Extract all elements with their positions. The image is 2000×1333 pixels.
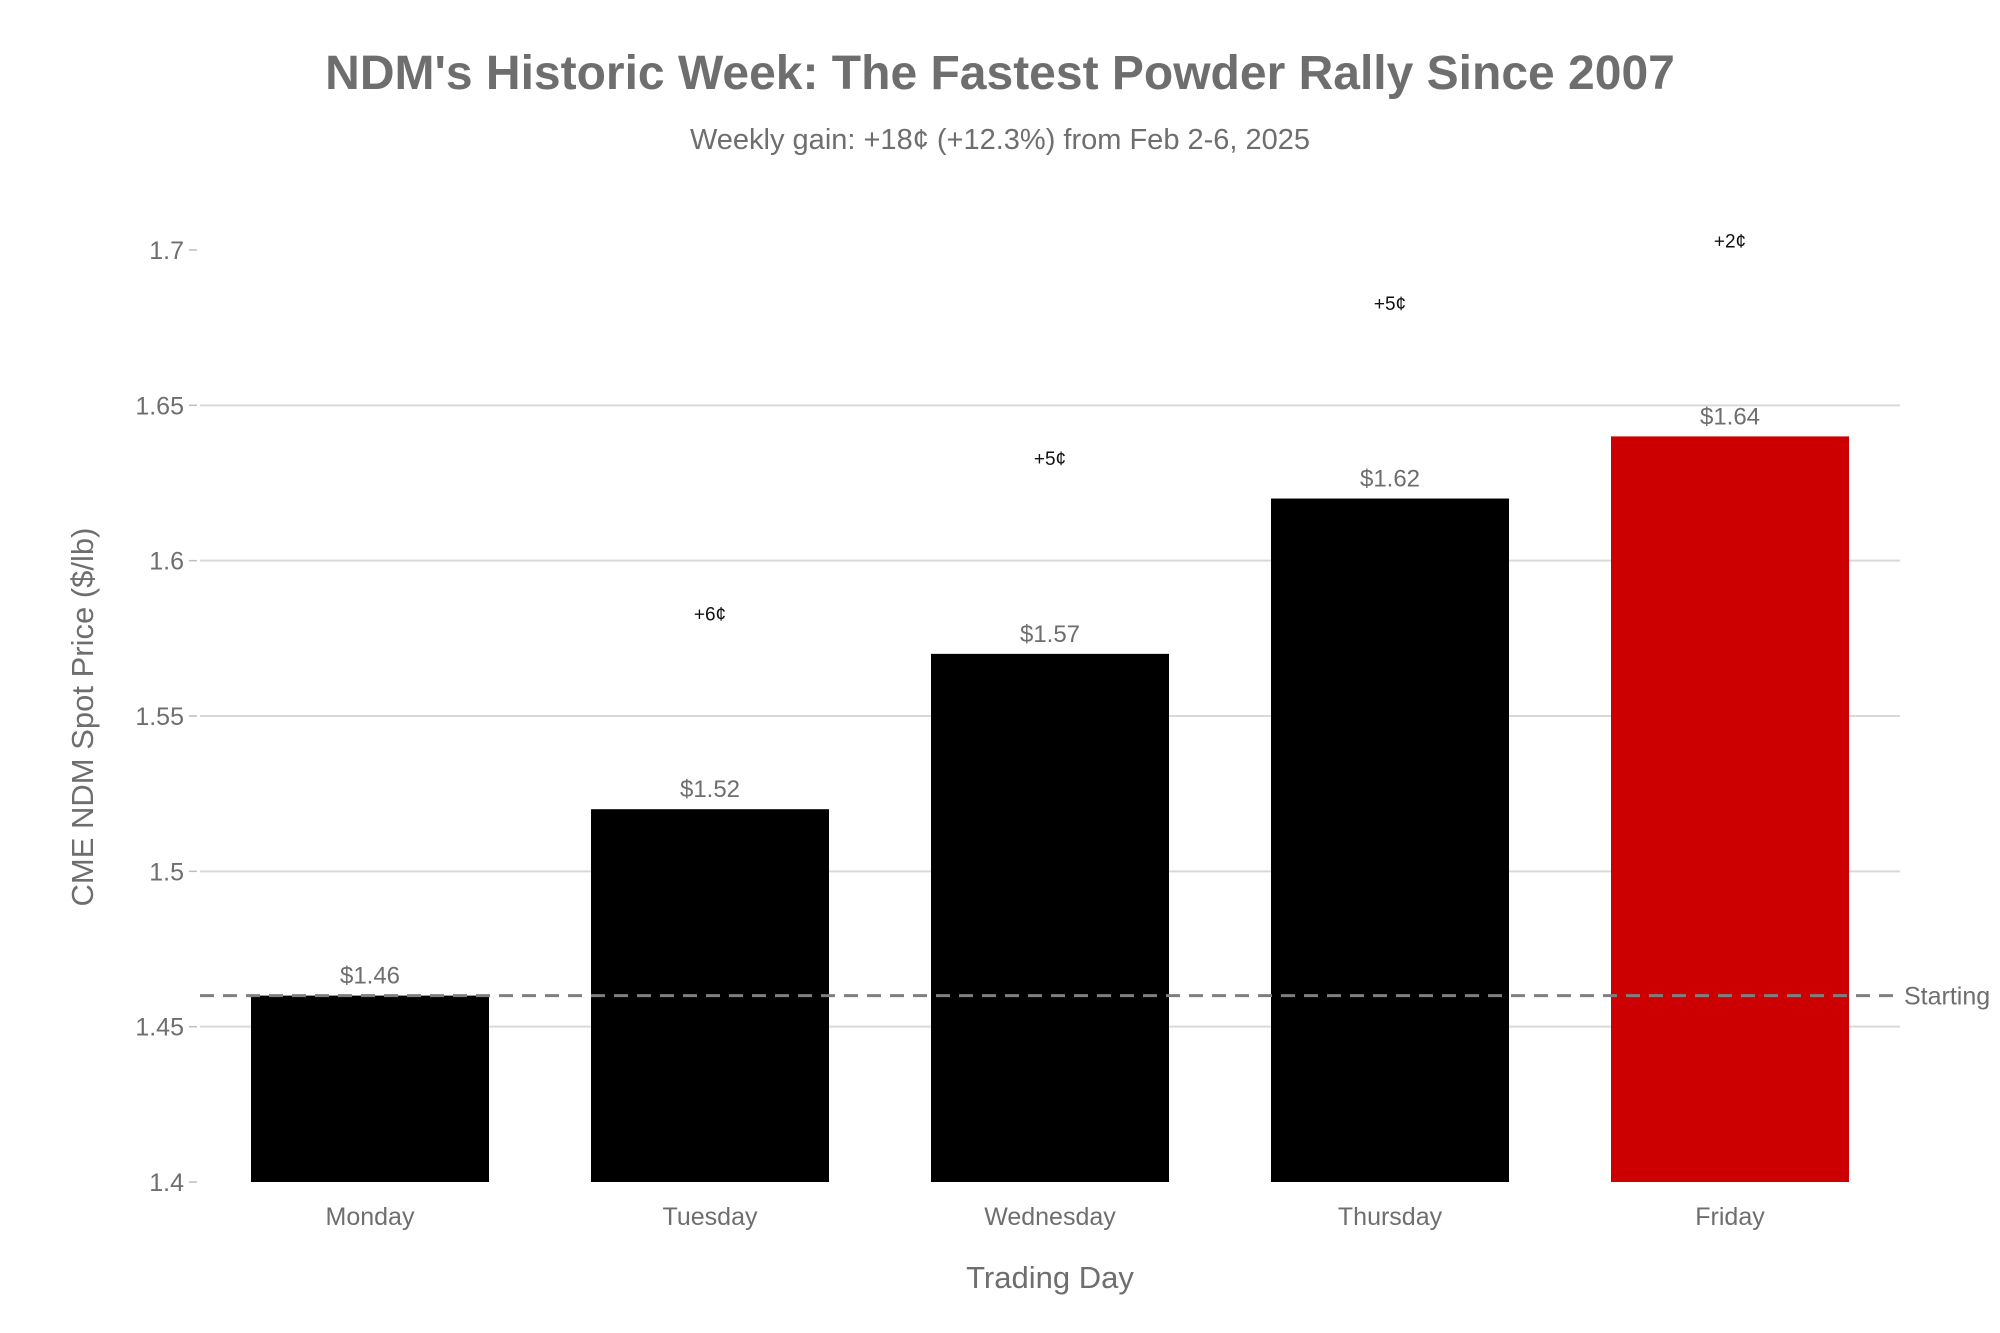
change-annotation: +5¢ (1374, 294, 1406, 315)
y-tick-label: 1.65 (135, 392, 184, 420)
y-tick-label: 1.55 (135, 703, 184, 731)
bar-friday (1611, 436, 1849, 1182)
x-tick-label: Thursday (1338, 1203, 1443, 1231)
bar-value-label: $1.64 (1700, 403, 1760, 430)
bar-thursday (1271, 498, 1509, 1182)
change-annotation: +2¢ (1714, 232, 1746, 253)
x-tick-label: Tuesday (663, 1203, 758, 1231)
bar-monday (251, 995, 489, 1182)
chart-title: NDM's Historic Week: The Fastest Powder … (325, 47, 1675, 100)
change-annotation: +5¢ (1034, 449, 1066, 470)
bar-value-label: $1.46 (340, 963, 400, 990)
y-tick-label: 1.45 (135, 1014, 184, 1042)
y-tick-label: 1.4 (149, 1169, 184, 1197)
y-axis-title: CME NDM Spot Price ($/lb) (65, 528, 100, 907)
chart-subtitle: Weekly gain: +18¢ (+12.3%) from Feb 2-6,… (690, 124, 1310, 156)
reference-line-label: Starting (1904, 983, 1990, 1011)
x-axis-title: Trading Day (966, 1260, 1134, 1295)
x-tick-label: Friday (1695, 1203, 1765, 1231)
bar-value-label: $1.62 (1360, 466, 1420, 493)
y-tick-label: 1.6 (149, 548, 184, 576)
change-annotation: +6¢ (694, 604, 726, 625)
bars (251, 436, 1849, 1182)
reference-line-group: Starting (200, 983, 1990, 1011)
y-tick-label: 1.7 (149, 237, 184, 265)
y-tick-label: 1.5 (149, 858, 184, 886)
x-tick-label: Monday (326, 1203, 415, 1231)
x-axis: Monday Tuesday Wednesday Thursday Friday (326, 1203, 1766, 1231)
x-tick-label: Wednesday (984, 1203, 1116, 1231)
bar-value-labels: $1.46 $1.52 $1.57 $1.62 $1.64 (340, 403, 1760, 989)
bar-wednesday (931, 653, 1169, 1182)
change-annotations: +6¢ +5¢ +5¢ +2¢ (694, 232, 1746, 626)
y-axis: 1.4 1.45 1.5 1.55 1.6 1.65 1.7 (135, 237, 197, 1197)
bar-value-label: $1.57 (1020, 621, 1080, 648)
bar-value-label: $1.52 (680, 776, 740, 803)
